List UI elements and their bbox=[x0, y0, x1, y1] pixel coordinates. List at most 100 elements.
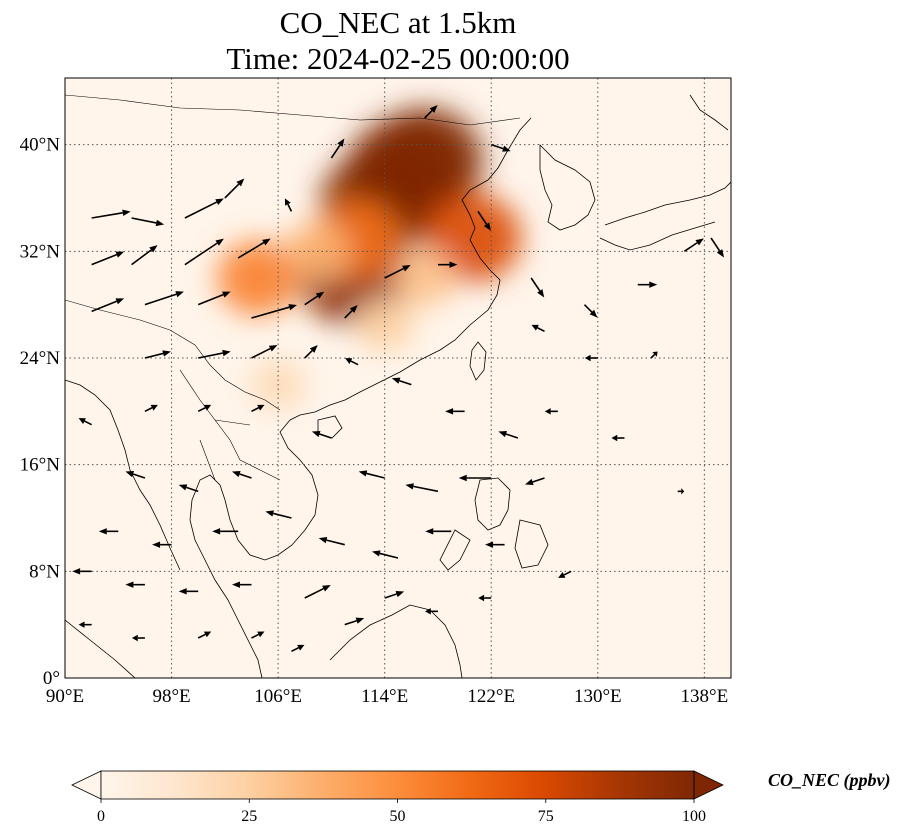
map-frame bbox=[64, 77, 732, 679]
wind-arrow bbox=[611, 434, 625, 442]
wind-arrow bbox=[445, 408, 465, 415]
wind-arrow bbox=[78, 418, 92, 426]
y-axis-ticks: 0° 8°N 16°N 24°N 32°N 40°N bbox=[20, 135, 61, 689]
wind-arrow bbox=[231, 581, 252, 588]
y-tick-label: 8°N bbox=[29, 561, 60, 582]
coastline-myanmar bbox=[65, 379, 181, 571]
wind-arrow bbox=[212, 528, 239, 535]
coastline-japan bbox=[599, 94, 731, 251]
map-title-line1: CO_NEC at 1.5km bbox=[279, 5, 517, 40]
colorbar-tick-label: 50 bbox=[390, 808, 406, 825]
x-tick-label: 90°E bbox=[46, 686, 84, 707]
coastlines bbox=[65, 94, 731, 678]
concentration-blob-2 bbox=[366, 107, 483, 214]
wind-arrow bbox=[318, 537, 345, 546]
wind-arrow bbox=[251, 404, 265, 413]
coastline-sumatra bbox=[65, 619, 136, 678]
wind-arrow bbox=[650, 351, 658, 359]
wind-arrow bbox=[237, 238, 271, 259]
wind-arrow bbox=[384, 265, 411, 279]
colorbar: 0 25 50 75 100 bbox=[71, 770, 724, 825]
concentration-blob-8 bbox=[393, 249, 456, 307]
coastline-china-east bbox=[289, 117, 532, 421]
x-tick-label: 130°E bbox=[574, 686, 622, 707]
wind-arrow bbox=[710, 237, 725, 258]
wind-arrow bbox=[490, 143, 511, 152]
x-tick-label: 122°E bbox=[467, 686, 515, 707]
wind-arrow bbox=[485, 541, 505, 548]
y-tick-label: 24°N bbox=[20, 348, 61, 369]
wind-arrow bbox=[72, 568, 92, 575]
wind-arrow bbox=[311, 430, 332, 439]
wind-arrow bbox=[198, 349, 231, 359]
wind-arrow bbox=[372, 550, 399, 559]
wind-arrow bbox=[224, 178, 245, 199]
wind-arrow bbox=[178, 484, 199, 493]
y-tick-label: 32°N bbox=[20, 241, 61, 262]
coastline-indochina bbox=[189, 419, 319, 678]
wind-arrow bbox=[477, 210, 491, 231]
wind-arrow bbox=[144, 404, 158, 413]
y-tick-label: 40°N bbox=[20, 135, 61, 156]
coastline-borneo bbox=[329, 604, 463, 678]
x-tick-label: 106°E bbox=[254, 686, 302, 707]
wind-arrow bbox=[683, 238, 704, 252]
wind-arrow bbox=[478, 594, 492, 602]
wind-arrow bbox=[91, 251, 125, 266]
wind-arrow bbox=[405, 483, 439, 493]
x-tick-label: 114°E bbox=[361, 686, 408, 707]
wind-arrow bbox=[144, 291, 184, 306]
wind-arrow bbox=[251, 345, 278, 359]
wind-arrow bbox=[265, 510, 292, 519]
wind-arrow bbox=[178, 588, 199, 595]
wind-arrow bbox=[284, 198, 293, 212]
y-tick-label: 16°N bbox=[20, 455, 61, 476]
wind-arrow bbox=[304, 345, 318, 359]
wind-arrow bbox=[98, 528, 119, 535]
wind-arrow bbox=[437, 261, 458, 268]
wind-vectors bbox=[72, 105, 725, 653]
y-tick-label: 0° bbox=[43, 668, 60, 689]
wind-arrow bbox=[125, 581, 145, 588]
wind-arrow bbox=[583, 304, 598, 318]
wind-arrow bbox=[584, 354, 598, 362]
wind-arrow bbox=[78, 621, 92, 628]
wind-arrow bbox=[231, 470, 252, 479]
wind-arrow bbox=[197, 404, 212, 413]
wind-arrow bbox=[637, 281, 658, 288]
wind-arrow bbox=[304, 585, 331, 599]
coastline-korea bbox=[539, 144, 596, 231]
colorbar-extend-min bbox=[71, 770, 102, 800]
x-tick-label: 98°E bbox=[152, 686, 190, 707]
wind-arrow bbox=[544, 408, 558, 415]
wind-arrow bbox=[131, 245, 158, 266]
colorbar-ticks: 0 25 50 75 100 bbox=[97, 799, 706, 825]
wind-arrow bbox=[424, 105, 438, 119]
wind-arrow bbox=[424, 608, 438, 615]
wind-arrow bbox=[358, 470, 385, 479]
x-tick-label: 138°E bbox=[681, 686, 729, 707]
coastline-taiwan bbox=[469, 341, 487, 381]
wind-arrow bbox=[91, 209, 131, 219]
colorbar-gradient bbox=[101, 771, 694, 799]
wind-arrow bbox=[131, 217, 165, 227]
wind-arrow bbox=[458, 474, 492, 482]
wind-arrow bbox=[251, 304, 297, 319]
wind-arrow bbox=[344, 305, 358, 319]
wind-arrow bbox=[304, 291, 325, 306]
colorbar-extend-max bbox=[693, 770, 724, 800]
wind-arrow bbox=[152, 541, 172, 548]
wind-arrow bbox=[125, 470, 146, 479]
wind-arrow bbox=[184, 238, 224, 266]
wind-arrow bbox=[197, 291, 231, 306]
wind-arrow bbox=[345, 358, 359, 366]
colorbar-tick-label: 75 bbox=[538, 808, 554, 825]
concentration-blob-9 bbox=[355, 297, 415, 352]
wind-arrow bbox=[531, 324, 545, 333]
coastline-philippines bbox=[439, 477, 549, 571]
concentration-blob-5 bbox=[217, 240, 300, 316]
wind-arrow bbox=[384, 590, 405, 599]
wind-arrow bbox=[144, 350, 171, 359]
colorbar-tick-label: 100 bbox=[682, 808, 706, 825]
